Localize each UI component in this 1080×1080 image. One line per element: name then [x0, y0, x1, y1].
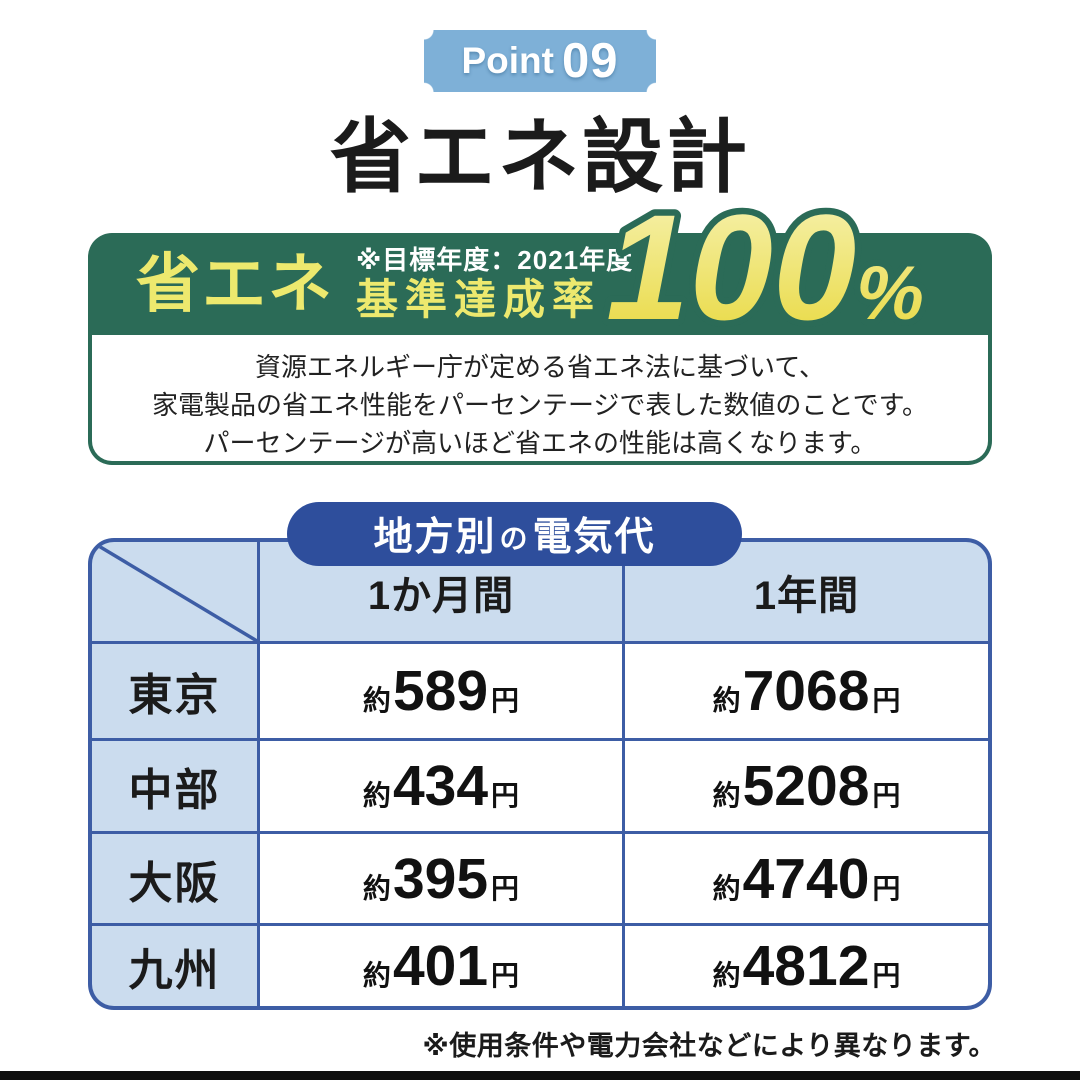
price: 約 5208 円 — [712, 754, 901, 818]
tokyo-month-cell: 約 589 円 — [260, 644, 622, 738]
price: 約 589 円 — [362, 659, 520, 723]
achievement-rate-label: 基準達成率 — [356, 275, 602, 323]
chubu-month-cell: 約 434 円 — [260, 741, 622, 831]
price: 約 434 円 — [362, 754, 520, 818]
price: 約 7068 円 — [712, 659, 901, 723]
row-label-tokyo: 東京 — [92, 644, 257, 738]
energy-achievement-card: 省エネ ※目標年度：2021年度 基準達成率 100% 資源エネルギー庁が定める… — [88, 191, 992, 465]
page-title: 省エネ設計 — [329, 113, 750, 203]
price: 約 4740 円 — [712, 846, 901, 911]
caption-left: 地方別 — [373, 516, 497, 559]
energy-description-box: 資源エネルギー庁が定める省エネ法に基づいて、 家電製品の省エネ性能をパーセンテー… — [88, 335, 992, 465]
row-label-osaka: 大阪 — [92, 834, 257, 923]
cost-table: 1か月間 1年間 東京 約 589 円 約 7068 円 中部 — [88, 538, 992, 1010]
price: 約 395 円 — [362, 846, 520, 911]
table-corner-cell — [92, 542, 257, 641]
price: 約 4812 円 — [712, 934, 901, 998]
description-line: パーセンテージが高いほど省エネの性能は高くなります。 — [203, 428, 877, 458]
conditions-footnote: ※使用条件や電力会社などにより異なります。 — [422, 1031, 996, 1061]
table-caption-pill: 地方別の電気代 — [287, 502, 742, 566]
target-year-note: ※目標年度：2021年度 — [356, 245, 634, 276]
caption-particle: の — [499, 523, 530, 554]
tokyo-year-cell: 約 7068 円 — [625, 644, 988, 738]
percent-100-figure: 100% — [602, 191, 930, 343]
row-label-chubu: 中部 — [92, 741, 257, 831]
point-badge: Point 09 — [424, 30, 656, 92]
energy-card-header: 省エネ ※目標年度：2021年度 基準達成率 — [88, 233, 992, 335]
point-badge-word: Point — [461, 40, 554, 81]
bottom-letterbox-bar — [0, 1071, 1080, 1080]
percent-value: 100% — [606, 191, 924, 343]
osaka-month-cell: 約 395 円 — [260, 834, 622, 923]
diagonal-line — [92, 542, 257, 641]
caption-right: 電気代 — [532, 516, 656, 559]
energy-headline: 省エネ — [136, 248, 334, 320]
description-line: 資源エネルギー庁が定める省エネ法に基づいて、 — [255, 352, 825, 382]
row-label-kyushu: 九州 — [92, 926, 257, 1006]
description-line: 家電製品の省エネ性能をパーセンテージで表した数値のことです。 — [151, 390, 929, 420]
osaka-year-cell: 約 4740 円 — [625, 834, 988, 923]
kyushu-month-cell: 約 401 円 — [260, 926, 622, 1006]
kyushu-year-cell: 約 4812 円 — [625, 926, 988, 1006]
chubu-year-cell: 約 5208 円 — [625, 741, 988, 831]
point-badge-number: 09 — [561, 34, 619, 88]
energy-header-right: ※目標年度：2021年度 基準達成率 — [356, 246, 633, 322]
price: 約 401 円 — [362, 934, 520, 998]
regional-cost-section: 地方別の電気代 1か月間 1年間 東京 約 589 円 — [88, 502, 992, 1010]
